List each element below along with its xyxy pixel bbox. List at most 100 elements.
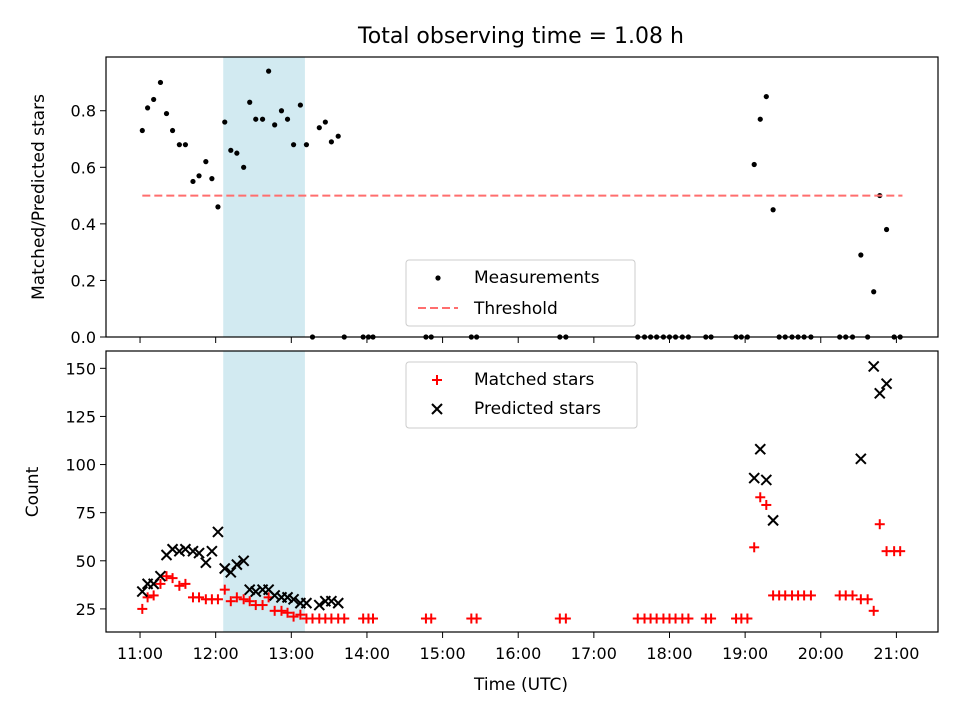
- measurement-point: [266, 68, 272, 74]
- measurement-point: [157, 79, 164, 86]
- legend-threshold-label: Threshold: [473, 299, 558, 319]
- legend-measurements-label: Measurements: [474, 268, 600, 288]
- predicted-point: [237, 555, 250, 567]
- measurement-point: [328, 139, 334, 145]
- measurement-point: [241, 164, 247, 170]
- x-tick-label: 21:00: [873, 644, 919, 663]
- matched-point: [142, 592, 153, 603]
- measurement-point: [182, 142, 189, 148]
- bottom-legend: Matched stars Predicted stars: [405, 361, 638, 429]
- x-tick-label: 17:00: [571, 644, 617, 663]
- top-axes-frame: [105, 56, 939, 338]
- bottom-x-axis-ticks: 11:00 12:00 13:00 14:00 15:00 16:00 17:00 18:00…: [117, 632, 919, 663]
- predicted-point: [154, 570, 167, 582]
- predicted-point: [206, 545, 218, 557]
- measurement-point: [322, 119, 328, 125]
- measurement-point: [253, 116, 259, 122]
- top-y-axis-label: Matched/Predicted stars: [29, 94, 49, 300]
- predicted-point: [287, 593, 300, 605]
- y-tick-label: 0.0: [71, 328, 96, 347]
- measurement-point: [139, 127, 145, 134]
- x-tick-label: 20:00: [798, 644, 844, 663]
- matched-point: [225, 596, 236, 607]
- measurement-point: [234, 150, 240, 156]
- predicted-point: [325, 595, 338, 607]
- measurement-point: [222, 119, 228, 125]
- matched-point: [761, 499, 772, 510]
- predicted-point: [200, 557, 212, 569]
- matched-point: [426, 613, 437, 624]
- predicted-point: [231, 558, 243, 571]
- bottom-legend-box: [405, 361, 638, 429]
- predicted-point: [136, 585, 149, 598]
- predicted-point: [268, 589, 281, 602]
- legend-matched-marker: [432, 375, 442, 385]
- matched-point: [231, 592, 242, 603]
- y-tick-label: 0.2: [71, 271, 96, 290]
- matched-point: [295, 609, 306, 620]
- x-tick-label: 19:00: [722, 644, 768, 663]
- matched-point: [895, 546, 906, 557]
- predicted-point: [754, 443, 766, 455]
- y-tick-label: 25: [76, 600, 96, 619]
- measurement-point: [228, 147, 234, 153]
- predicted-point: [166, 543, 179, 555]
- measurement-point: [763, 93, 769, 100]
- matched-point: [805, 590, 816, 601]
- x-tick-label: 18:00: [646, 644, 692, 663]
- measurement-point: [757, 116, 763, 122]
- matched-point: [847, 590, 858, 601]
- legend-predicted-label: Predicted stars: [474, 399, 601, 419]
- matched-point: [212, 594, 223, 605]
- predicted-point: [212, 526, 224, 538]
- predicted-point: [219, 562, 231, 575]
- matched-point: [339, 613, 350, 624]
- matched-point: [282, 607, 293, 618]
- predicted-point: [868, 360, 880, 373]
- matched-point: [706, 613, 717, 624]
- legend-measurements-marker: [435, 275, 441, 281]
- bottom-series: [136, 360, 906, 624]
- bottom-axes-frame: [105, 350, 939, 633]
- predicted-point: [332, 597, 344, 609]
- matched-point: [367, 613, 378, 624]
- y-tick-label: 150: [65, 359, 96, 378]
- y-tick-label: 125: [65, 407, 96, 426]
- predicted-point: [880, 378, 893, 390]
- bottom-y-axis-ticks: 25 50 75 100 125 150: [65, 359, 106, 619]
- measurement-point: [215, 204, 221, 210]
- measurement-point: [176, 142, 182, 148]
- matched-point: [862, 594, 873, 605]
- matched-point: [742, 613, 753, 624]
- y-tick-label: 0.6: [71, 158, 96, 177]
- measurement-point: [196, 173, 202, 179]
- measurement-point: [770, 207, 776, 213]
- measurement-point: [297, 102, 303, 108]
- shaded-interval-top: [223, 57, 305, 337]
- measurement-point: [335, 133, 341, 139]
- measurement-point: [145, 105, 151, 111]
- matched-point: [755, 492, 766, 503]
- measurement-point: [883, 226, 890, 233]
- x-tick-label: 16:00: [495, 644, 541, 663]
- predicted-point: [300, 597, 313, 609]
- y-tick-label: 100: [65, 456, 96, 475]
- matched-point: [560, 613, 571, 624]
- measurement-point: [259, 116, 266, 122]
- legend-predicted-marker: [431, 403, 443, 415]
- matched-point: [288, 611, 299, 622]
- x-tick-label: 12:00: [193, 644, 239, 663]
- matched-point: [868, 605, 879, 616]
- predicted-point: [748, 472, 760, 484]
- measurement-point: [209, 176, 215, 182]
- matched-point: [148, 590, 159, 601]
- y-tick-label: 0.4: [71, 215, 96, 234]
- top-legend-box: [405, 259, 636, 327]
- predicted-point: [250, 585, 262, 598]
- x-axis-label: Time (UTC): [473, 675, 568, 695]
- predicted-point: [225, 566, 237, 579]
- bottom-panel: 25 50 75 100 125 150 11:00 12:00 13:00 14:00 15:0…: [23, 350, 939, 695]
- measurement-point: [751, 161, 757, 168]
- x-tick-label: 13:00: [268, 644, 314, 663]
